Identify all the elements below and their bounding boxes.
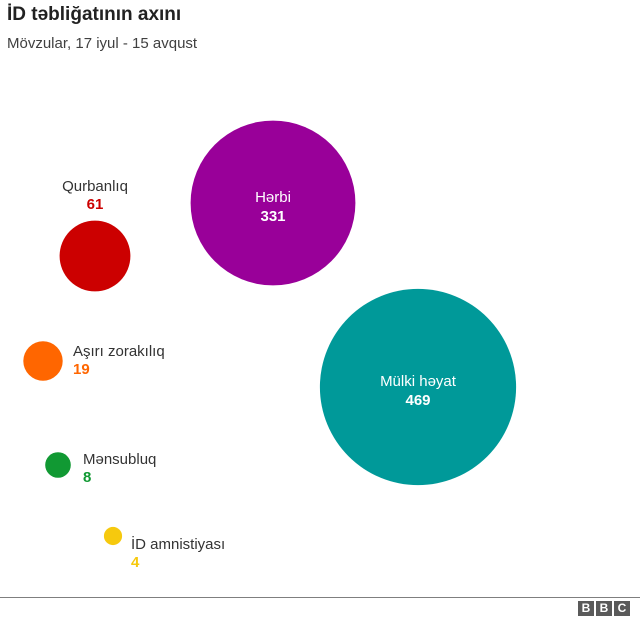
bubble-mulki-heyat xyxy=(319,288,517,486)
bubble-qurbanliq xyxy=(59,220,131,292)
bubble-label-asiri-zorakiliq: Aşırı zorakılıq xyxy=(73,343,165,360)
bubble-value-qurbanliq: 61 xyxy=(87,196,104,213)
bbc-logo-letter: B xyxy=(596,601,612,616)
bubble-label-qurbanliq: Qurbanlıq xyxy=(62,178,128,195)
bubble-asiri-zorakiliq xyxy=(23,341,63,381)
bubble-herbi xyxy=(190,120,356,286)
bubble-value-id-amnistiyasi: 4 xyxy=(131,554,140,571)
bubble-label-herbi: Hərbi xyxy=(255,189,291,206)
bubble-mensubluq xyxy=(45,452,71,478)
bbc-logo: B B C xyxy=(578,601,630,616)
bubble-value-herbi: 331 xyxy=(260,208,285,225)
bubble-label-mulki-heyat: Mülki həyat xyxy=(380,373,457,390)
bubble-label-id-amnistiyasi: İD amnistiyası xyxy=(131,535,225,553)
bubble-value-asiri-zorakiliq: 19 xyxy=(73,361,90,378)
bbc-logo-letter: C xyxy=(614,601,630,616)
bubble-id-amnistiyasi xyxy=(103,526,123,546)
bubble-value-mensubluq: 8 xyxy=(83,469,91,486)
chart-subtitle: Mövzular, 17 iyul - 15 avqust xyxy=(7,35,198,52)
bubble-label-mensubluq: Mənsubluq xyxy=(83,451,156,468)
footer-divider xyxy=(0,597,640,598)
chart-title: İD təbliğatının axını xyxy=(7,4,182,25)
bubble-value-mulki-heyat: 469 xyxy=(405,392,430,409)
bbc-logo-letter: B xyxy=(578,601,594,616)
